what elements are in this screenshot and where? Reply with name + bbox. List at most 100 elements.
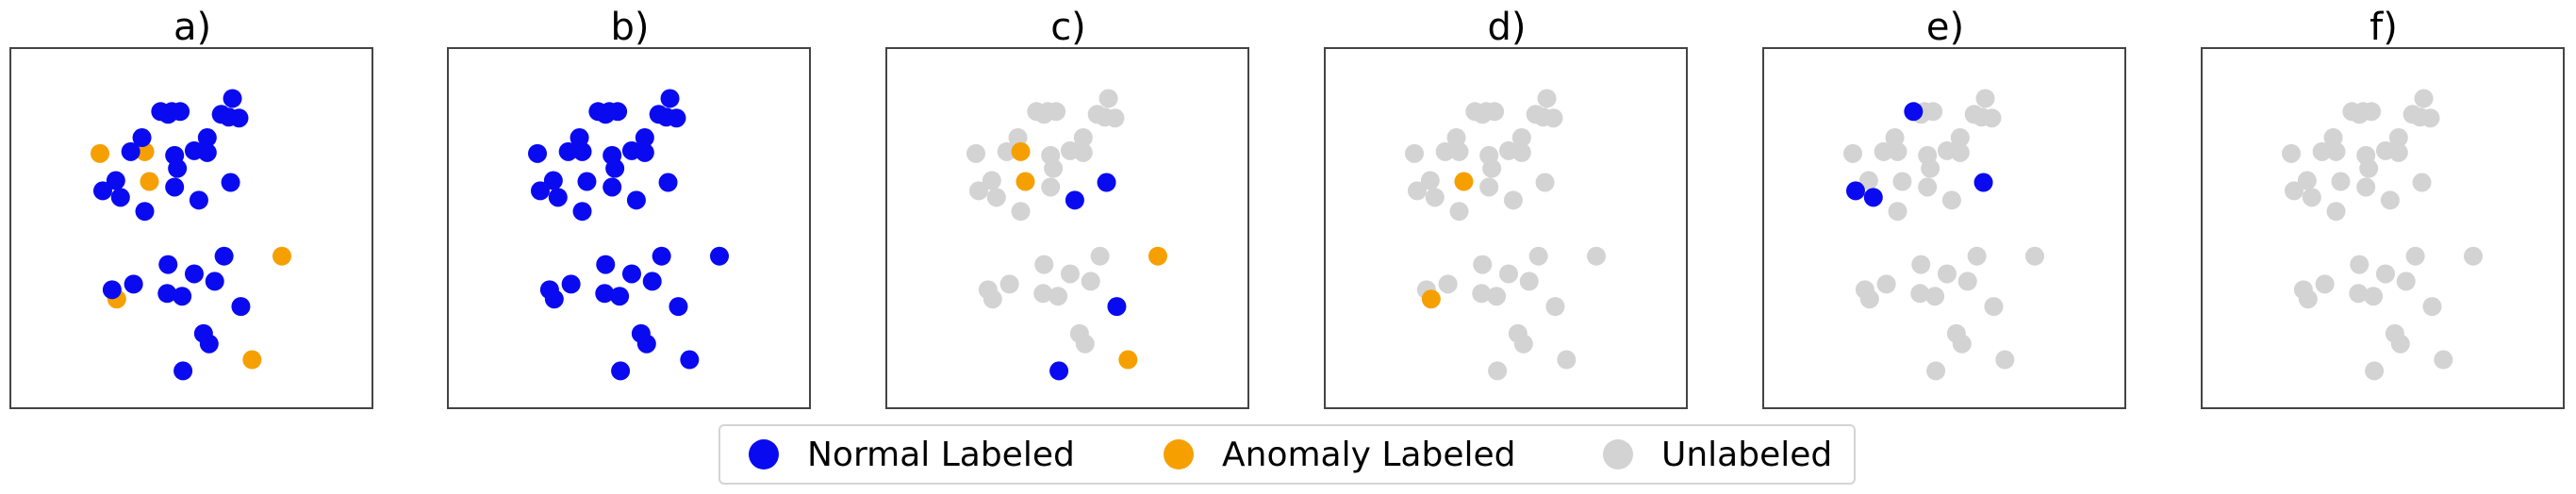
point-normal (548, 188, 568, 207)
point-normal (231, 297, 251, 317)
point-normal (214, 246, 234, 266)
point-unlabeled (1967, 246, 1987, 266)
point-unlabeled (2323, 128, 2343, 148)
point-unlabeled (1513, 334, 1533, 354)
point-unlabeled (1957, 272, 1977, 291)
point-normal (603, 177, 622, 197)
point-normal (558, 141, 578, 161)
point-unlabeled (2349, 284, 2369, 304)
point-normal (132, 128, 152, 148)
point-unlabeled (1105, 108, 1125, 128)
point-normal (621, 264, 641, 284)
point-unlabeled (1545, 297, 1565, 317)
point-unlabeled (1498, 264, 1518, 284)
point-normal (189, 190, 208, 210)
scatter-panel-b (447, 47, 811, 409)
point-normal (158, 105, 178, 124)
scatter-panel-f (2201, 47, 2565, 409)
point-normal (636, 334, 656, 354)
point-unlabeled (1874, 141, 1893, 161)
point-unlabeled (2422, 297, 2442, 317)
point-normal (199, 334, 219, 354)
point-normal (110, 188, 130, 207)
point-unlabeled (2350, 105, 2370, 124)
legend-item-unlabeled: Unlabeled (1603, 426, 1832, 483)
point-unlabeled (1892, 172, 1912, 191)
panel-title-b: b) (610, 6, 650, 49)
point-normal (570, 128, 589, 148)
point-normal (610, 287, 630, 306)
point-normal (168, 158, 188, 178)
point-anomaly (135, 141, 155, 161)
point-unlabeled (2024, 246, 2044, 266)
panel-title-f: f) (2370, 6, 2398, 49)
point-unlabeled (1449, 202, 1469, 222)
point-normal (1107, 297, 1127, 317)
point-unlabeled (1479, 177, 1499, 197)
point-normal (1049, 361, 1069, 381)
point-unlabeled (2326, 141, 2346, 161)
point-unlabeled (983, 289, 1002, 309)
scatter-panel-c (885, 47, 1249, 409)
point-unlabeled (2434, 350, 2453, 370)
point-anomaly (1011, 141, 1031, 161)
scatter-panel-a (9, 47, 373, 409)
point-unlabeled (2412, 173, 2432, 192)
point-unlabeled (2405, 246, 2425, 266)
scatter-plot-a (91, 89, 291, 381)
point-unlabeled (1425, 188, 1445, 207)
point-unlabeled (1888, 202, 1907, 222)
point-anomaly (242, 350, 262, 370)
point-unlabeled (2420, 108, 2440, 128)
point-unlabeled (2390, 334, 2410, 354)
point-normal (667, 108, 686, 128)
point-unlabeled (1482, 158, 1502, 178)
point-unlabeled (2326, 202, 2346, 222)
point-unlabeled (2298, 289, 2318, 309)
point-unlabeled (2356, 177, 2376, 197)
point-unlabeled (2315, 274, 2335, 294)
point-unlabeled (1511, 142, 1531, 162)
point-unlabeled (1918, 177, 1938, 197)
point-normal (173, 287, 192, 306)
point-unlabeled (2331, 172, 2351, 191)
point-unlabeled (2359, 158, 2379, 178)
point-unlabeled (1911, 255, 1931, 274)
point-unlabeled (1472, 284, 1492, 304)
point-anomaly (1148, 246, 1167, 266)
point-normal (658, 173, 678, 192)
point-normal (1863, 188, 1883, 207)
point-unlabeled (986, 188, 1006, 207)
point-unlabeled (1446, 128, 1466, 148)
point-normal (561, 274, 581, 294)
point-normal (102, 280, 122, 300)
point-anomaly (1454, 172, 1474, 191)
point-unlabeled (1910, 284, 1930, 304)
point-unlabeled (1535, 173, 1555, 192)
point-unlabeled (1049, 287, 1068, 306)
point-unlabeled (1060, 264, 1080, 284)
point-normal (642, 272, 662, 291)
point-normal (652, 246, 671, 266)
point-unlabeled (1487, 287, 1507, 306)
point-normal (157, 284, 177, 304)
legend-label-unlabeled: Unlabeled (1661, 435, 1833, 474)
point-normal (1845, 181, 1865, 201)
point-unlabeled (1528, 246, 1548, 266)
point-normal (605, 158, 625, 178)
point-unlabeled (1519, 272, 1539, 291)
point-unlabeled (1041, 177, 1061, 197)
point-unlabeled (2388, 142, 2408, 162)
point-unlabeled (1449, 141, 1469, 161)
point-unlabeled (2350, 255, 2370, 274)
point-unlabeled (1511, 128, 1531, 148)
point-unlabeled (2463, 246, 2483, 266)
point-unlabeled (1420, 171, 1440, 190)
point-unlabeled (2396, 272, 2416, 291)
point-unlabeled (1537, 89, 1557, 108)
point-unlabeled (2297, 171, 2317, 190)
point-normal (197, 128, 217, 148)
point-normal (135, 202, 155, 222)
point-normal (229, 108, 249, 128)
point-unlabeled (1557, 350, 1577, 370)
